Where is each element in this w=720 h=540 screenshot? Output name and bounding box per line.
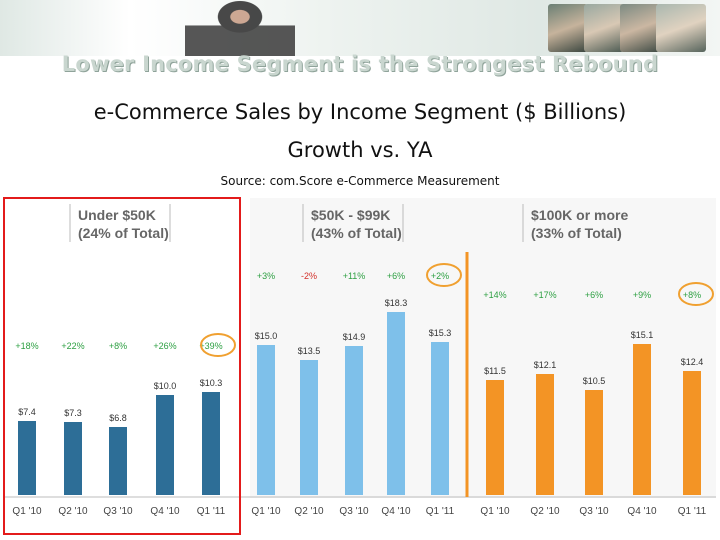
- category-tick-label: Q1 '10: [251, 506, 281, 517]
- value-label: $10.3: [200, 378, 223, 388]
- value-label: $15.3: [429, 328, 452, 338]
- category-tick-label: Q1 '10: [480, 506, 510, 517]
- photo-thumb-2: [584, 4, 624, 52]
- growth-label: +39%: [199, 341, 222, 351]
- photo-thumb-4: [656, 4, 706, 52]
- value-label: $10.5: [583, 376, 606, 386]
- growth-label: -2%: [301, 271, 317, 281]
- value-label: $12.1: [534, 360, 557, 370]
- bar: [633, 344, 651, 495]
- category-tick-label: Q2 '10: [530, 506, 560, 517]
- growth-label: +14%: [483, 290, 506, 300]
- category-tick-label: Q1 '11: [197, 506, 226, 517]
- value-label: $6.8: [109, 413, 127, 423]
- bar: [345, 346, 363, 495]
- income-segment-chart: Under $50K (24% of Total) $7.4 +18% Q1 '10 $7…: [3, 197, 716, 535]
- bar: [64, 422, 82, 495]
- category-tick-label: Q4 '10: [150, 506, 180, 517]
- growth-label: +18%: [15, 341, 38, 351]
- growth-highlight-circle: [200, 333, 236, 357]
- value-label: $7.4: [18, 407, 36, 417]
- category-tick-label: Q3 '10: [579, 506, 609, 517]
- page-headline: Lower Income Segment is the Strongest Re…: [61, 52, 659, 76]
- chart-title-line1: e-Commerce Sales by Income Segment ($ Bi…: [93, 100, 627, 124]
- bar: [536, 374, 554, 495]
- value-label: $7.3: [64, 408, 82, 418]
- bar: [387, 312, 405, 495]
- bar: [202, 392, 220, 495]
- growth-highlight-circle: [678, 282, 714, 306]
- bar: [257, 345, 275, 495]
- value-label: $11.5: [484, 366, 506, 376]
- segment-title-line: $100K or more: [531, 207, 628, 223]
- category-tick-label: Q2 '10: [294, 506, 324, 517]
- bar: [18, 421, 36, 495]
- chart-title-line2: Growth vs. YA: [287, 138, 433, 162]
- segment-title-line: Under $50K: [78, 207, 156, 223]
- growth-label: +2%: [431, 271, 449, 281]
- bar: [156, 395, 174, 495]
- segment-title-line: (33% of Total): [531, 225, 622, 241]
- photo-thumb-3: [620, 4, 660, 52]
- bar: [300, 360, 318, 495]
- bar: [486, 380, 504, 495]
- growth-label: +3%: [257, 271, 275, 281]
- chart-source: Source: com.Score e-Commerce Measurement: [220, 174, 500, 188]
- segment-title-line: (24% of Total): [78, 225, 169, 241]
- value-label: $15.0: [255, 331, 278, 341]
- category-tick-label: Q4 '10: [381, 506, 411, 517]
- growth-label: +8%: [109, 341, 127, 351]
- growth-highlight-circle: [426, 263, 462, 287]
- segment-title-line: (43% of Total): [311, 225, 402, 241]
- bar: [683, 371, 701, 495]
- value-label: $13.5: [298, 346, 321, 356]
- bar: [431, 342, 449, 495]
- category-tick-label: Q1 '11: [678, 506, 707, 517]
- category-tick-label: Q4 '10: [627, 506, 657, 517]
- photo-thumb-1: [548, 4, 588, 52]
- category-tick-label: Q3 '10: [103, 506, 133, 517]
- bar: [585, 390, 603, 495]
- header-photo-banner: [0, 0, 720, 56]
- segment-title-line: $50K - $99K: [311, 207, 390, 223]
- growth-label: +9%: [633, 290, 651, 300]
- growth-label: +6%: [387, 271, 405, 281]
- value-label: $10.0: [154, 381, 177, 391]
- category-tick-label: Q3 '10: [339, 506, 369, 517]
- growth-label: +22%: [61, 341, 84, 351]
- growth-label: +11%: [343, 271, 366, 281]
- bar: [109, 427, 127, 495]
- growth-label: +6%: [585, 290, 603, 300]
- businesswoman-photo: [185, 0, 295, 56]
- segment-highlight-frame: [3, 197, 241, 535]
- value-label: $15.1: [631, 330, 654, 340]
- category-tick-label: Q1 '11: [426, 506, 455, 517]
- value-label: $12.4: [681, 357, 704, 367]
- growth-label: +17%: [533, 290, 556, 300]
- growth-label: +8%: [683, 290, 701, 300]
- growth-label: +26%: [153, 341, 176, 351]
- category-tick-label: Q1 '10: [12, 506, 42, 517]
- value-label: $18.3: [385, 298, 408, 308]
- category-tick-label: Q2 '10: [58, 506, 88, 517]
- value-label: $14.9: [343, 332, 366, 342]
